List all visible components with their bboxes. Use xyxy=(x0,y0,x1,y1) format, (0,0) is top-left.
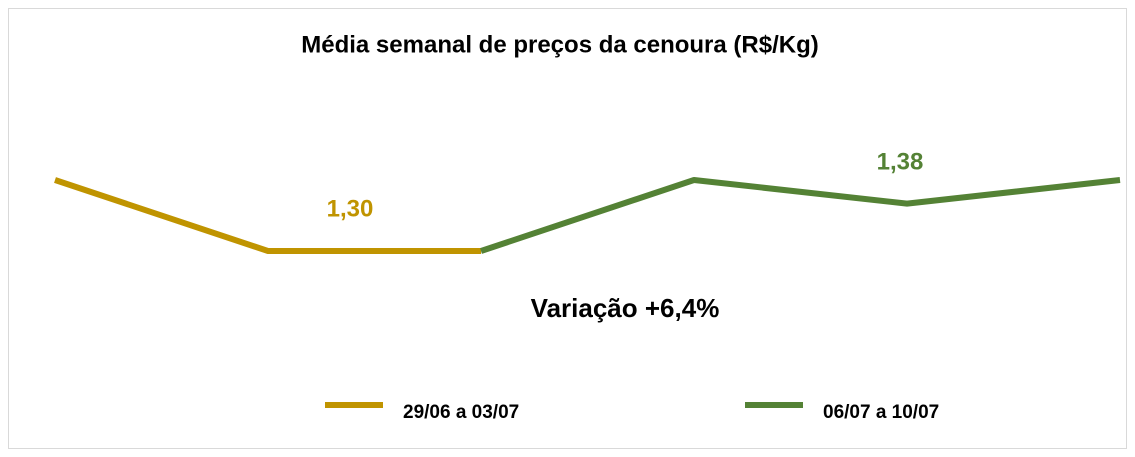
chart-title: Média semanal de preços da cenoura (R$/K… xyxy=(301,31,819,58)
line-series xyxy=(54,177,481,254)
legend-label: 29/06 a 03/07 xyxy=(403,402,519,423)
line-series xyxy=(480,177,1121,254)
annotation: 1,38 xyxy=(877,148,924,175)
chart-frame xyxy=(8,8,1127,449)
legend-label: 06/07 a 10/07 xyxy=(823,402,939,423)
annotation: 1,30 xyxy=(327,195,374,222)
annotation: Variação +6,4% xyxy=(531,293,720,323)
